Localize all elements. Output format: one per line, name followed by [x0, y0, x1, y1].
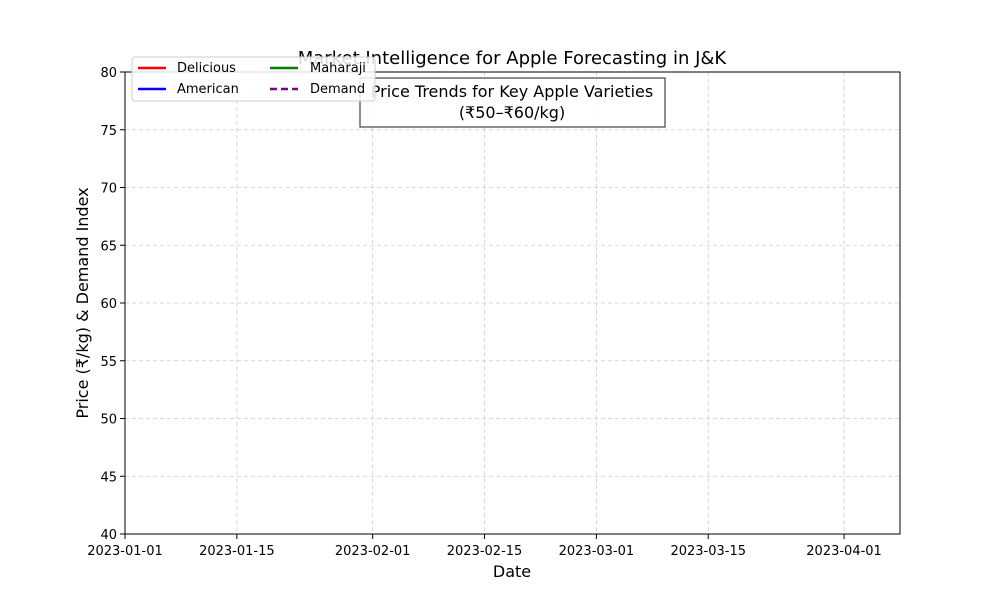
legend-label-demand: Demand	[310, 82, 365, 97]
y-tick-label: 65	[100, 239, 117, 254]
y-tick-label: 50	[100, 413, 117, 428]
grid-lines	[124, 71, 900, 535]
annotation-line-1: Price Trends for Key Apple Varieties	[371, 82, 653, 101]
x-axis-label: Date	[493, 562, 531, 581]
x-tick-label: 2023-03-15	[670, 544, 746, 559]
legend-label-american: American	[177, 82, 239, 97]
annotation-line-2: (₹50–₹60/kg)	[459, 103, 565, 122]
y-axis-label: Price (₹/kg) & Demand Index	[73, 187, 92, 418]
x-tick-label: 2023-03-01	[559, 544, 635, 559]
y-tick-label: 45	[100, 470, 117, 485]
y-tick-label: 75	[100, 124, 117, 139]
y-tick-label: 80	[100, 66, 117, 81]
legend-frame	[131, 56, 376, 102]
y-tick-label: 70	[100, 182, 117, 197]
annotation-frame	[359, 77, 666, 128]
legend: Delicious American Maharaji Demand	[131, 56, 376, 102]
y-tick-label: 55	[100, 355, 117, 370]
x-tick-label: 2023-04-01	[806, 544, 882, 559]
y-tick-label: 40	[100, 528, 117, 543]
annotation-box: Price Trends for Key Apple Varieties (₹5…	[359, 77, 666, 128]
legend-label-maharaji: Maharaji	[310, 61, 366, 76]
axis-ticks: 2023-01-01 2023-01-15 2023-02-01 2023-02-15…	[87, 66, 882, 559]
x-tick-label: 2023-01-15	[199, 544, 275, 559]
x-tick-label: 2023-02-01	[335, 544, 411, 559]
y-tick-label: 60	[100, 297, 117, 312]
x-tick-label: 2023-02-15	[447, 544, 523, 559]
chart-title: Market Intelligence for Apple Forecastin…	[298, 48, 728, 69]
x-tick-label: 2023-01-01	[87, 544, 163, 559]
legend-label-delicious: Delicious	[177, 61, 236, 76]
